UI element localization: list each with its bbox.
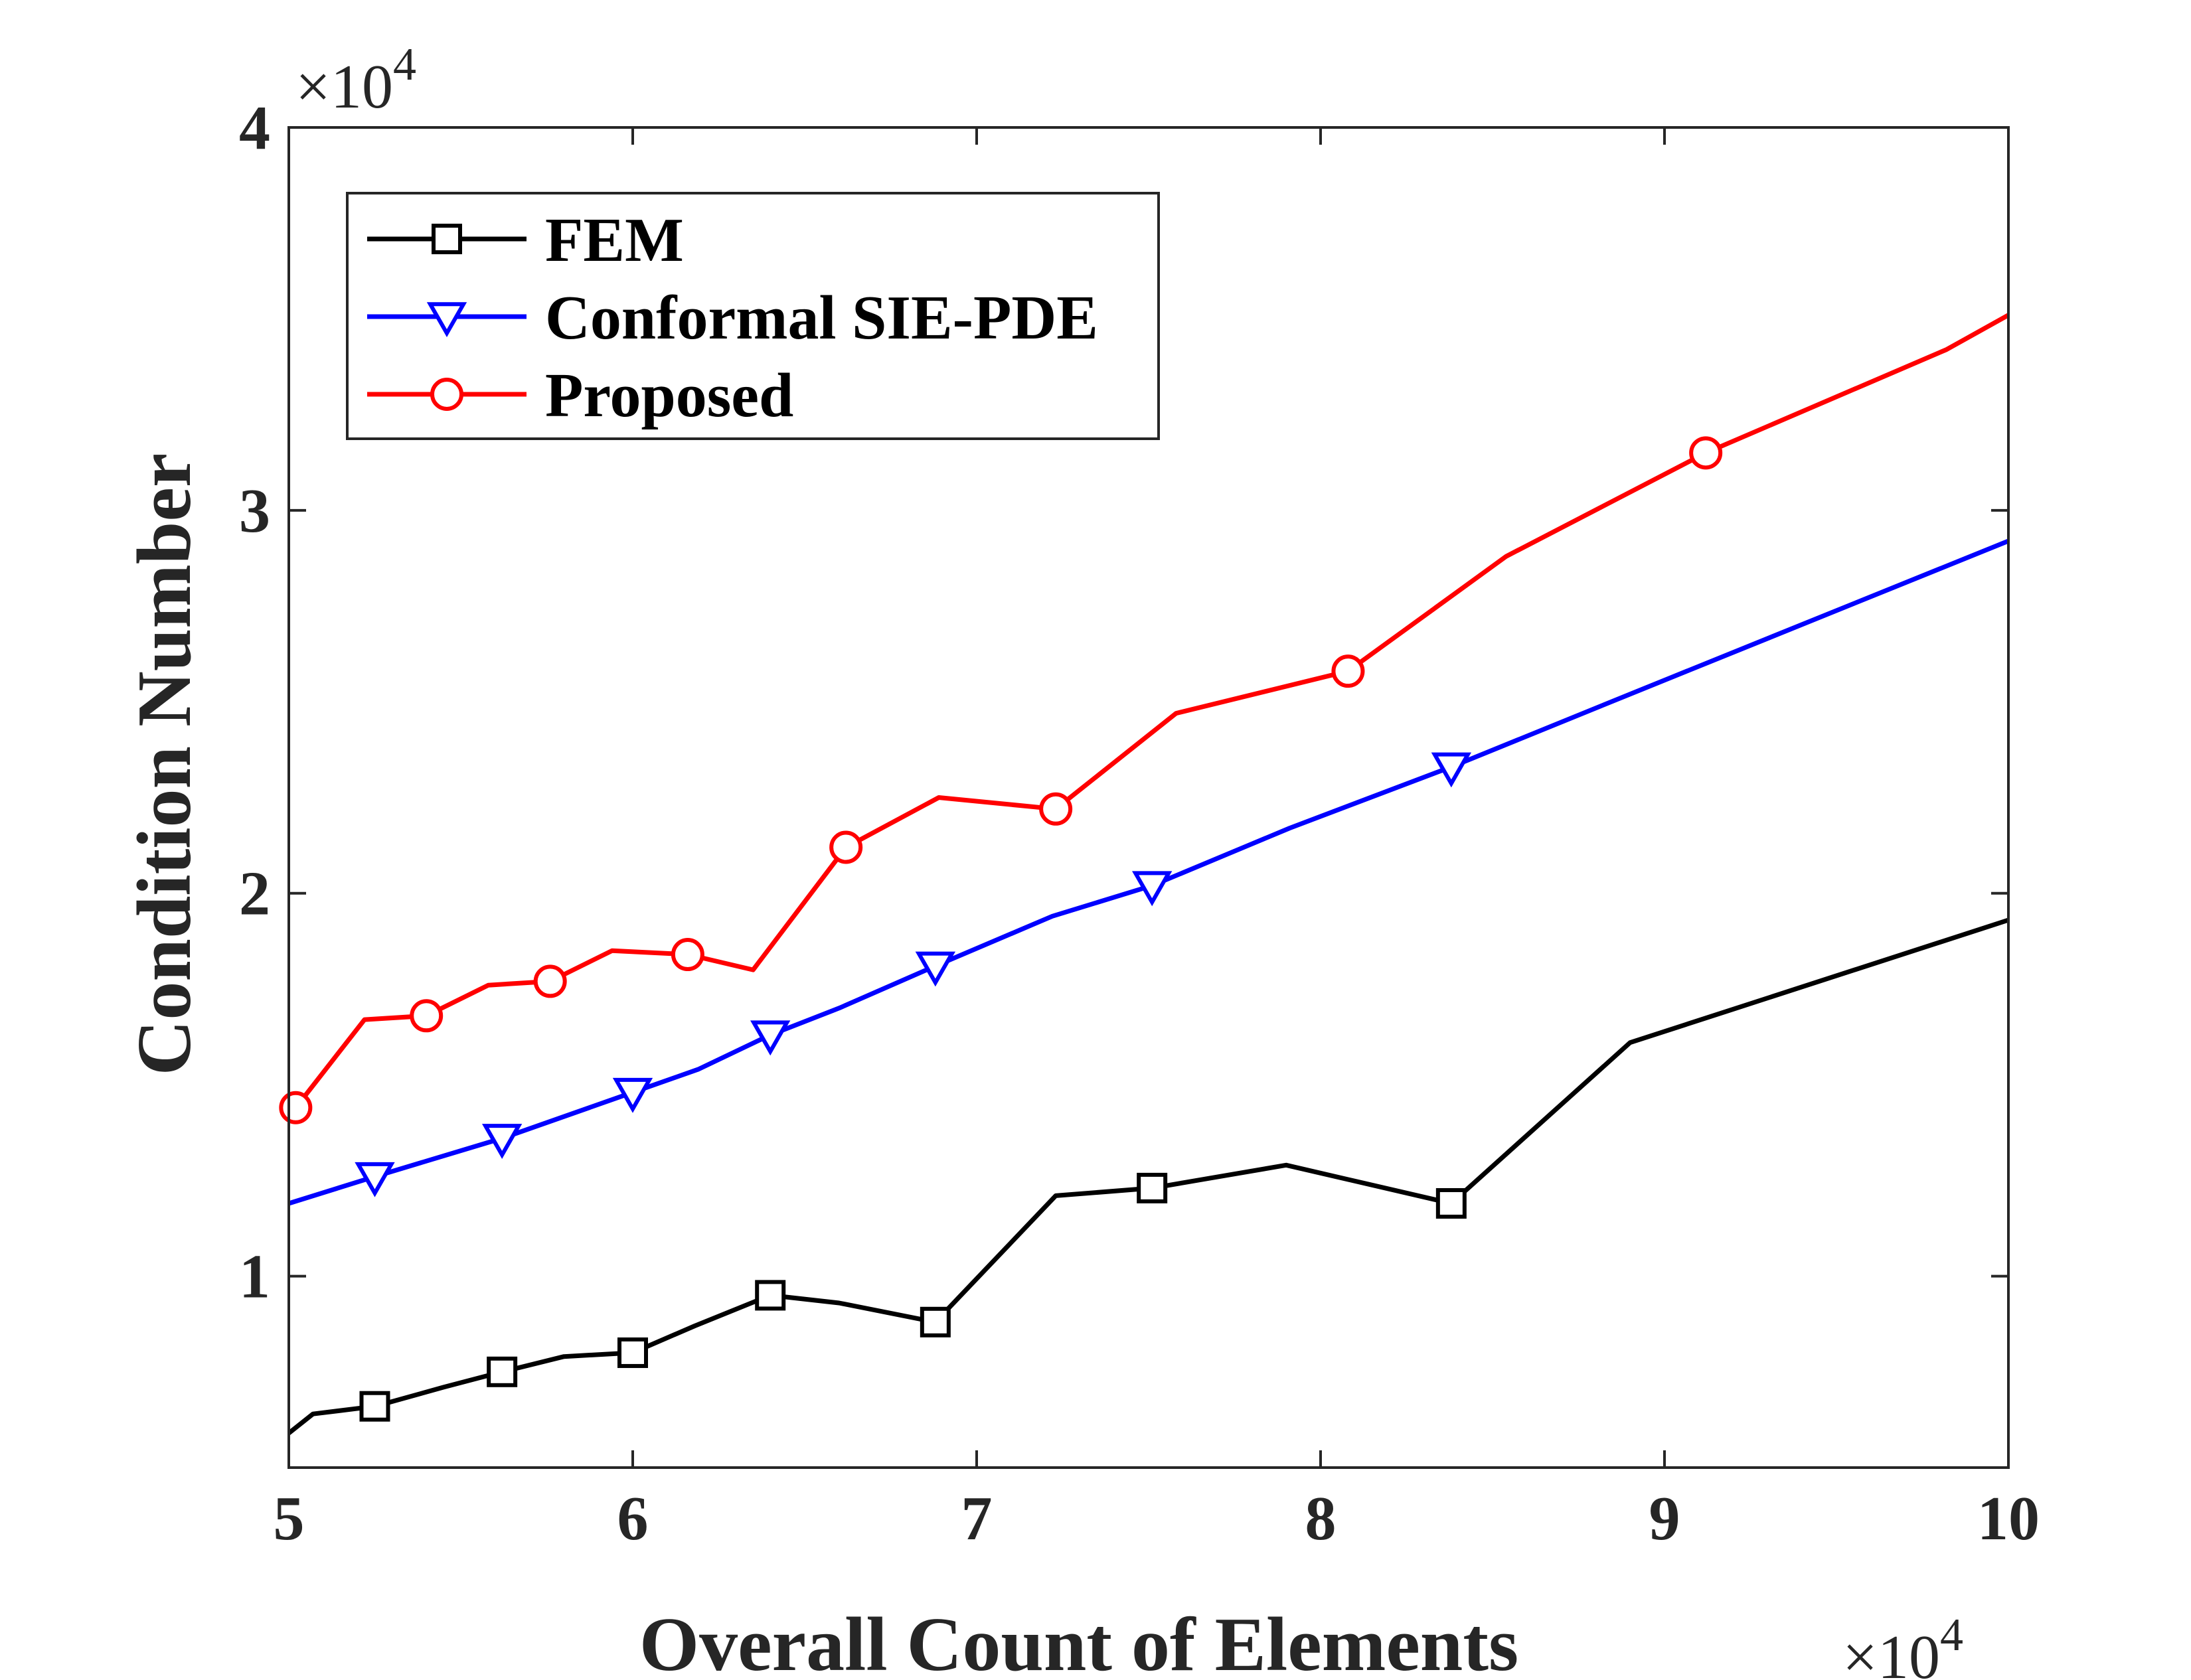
series-1-marker: [617, 1337, 648, 1368]
plot-series-group: [279, 313, 2010, 1435]
series-line-2: [287, 538, 2010, 1206]
legend-label: Conformal SIE-PDE: [545, 283, 1098, 352]
legend-label: FEM: [545, 206, 684, 275]
legend-box: [346, 192, 1160, 440]
series-2-marker: [915, 951, 956, 987]
x-tick-label: 10: [1977, 1484, 2040, 1553]
series-1-marker: [920, 1306, 951, 1337]
y-tick-label: 1: [239, 1243, 270, 1312]
series-1-marker: [487, 1356, 518, 1387]
series-3-marker: [279, 1091, 313, 1124]
series-1-marker: [359, 1391, 390, 1422]
series-1-marker: [1435, 1187, 1467, 1219]
series-1-marker: [755, 1280, 786, 1311]
x-tick-label: 7: [961, 1484, 993, 1553]
series-2-marker: [750, 1020, 791, 1056]
x-tick-label: 5: [274, 1484, 305, 1553]
series-1-marker: [1137, 1172, 1168, 1203]
series-3-marker: [533, 964, 567, 998]
x-exponent-label: ×104: [1842, 1610, 1963, 1680]
series-2-marker: [355, 1162, 395, 1197]
y-axis-label: Condition Number: [122, 453, 207, 1076]
series-2-marker: [1431, 752, 1472, 788]
y-tick-label: 2: [239, 860, 270, 929]
y-tick-label: 3: [239, 477, 270, 546]
legend-marker: [432, 224, 462, 254]
ticks-group: 5 6 7 8 9 10 1 2 3 4: [239, 94, 2040, 1553]
x-axis-label: Overall Count of Elements: [639, 1602, 1518, 1680]
x-tick-label: 6: [617, 1484, 649, 1553]
series-2-marker: [481, 1124, 523, 1159]
axes-box: [287, 126, 2010, 1469]
legend: FEM Conformal SIE-PDE Proposed: [346, 192, 1160, 440]
legend-marker: [430, 378, 463, 411]
series-2-marker: [1132, 871, 1173, 907]
series-3-marker: [1039, 792, 1073, 826]
x-tick-label: 9: [1649, 1484, 1680, 1553]
series-3-marker: [1689, 436, 1723, 470]
legend-label: Proposed: [545, 361, 793, 430]
series-3-marker: [671, 938, 704, 972]
series-3-marker: [829, 830, 863, 864]
series-3-marker: [1331, 654, 1365, 688]
legend-marker: [426, 302, 467, 338]
y-tick-label: 4: [239, 94, 270, 163]
series-2-marker: [612, 1077, 653, 1113]
x-tick-label: 8: [1305, 1484, 1337, 1553]
series-3-marker: [410, 999, 444, 1033]
legend-items: FEM Conformal SIE-PDE Proposed: [367, 206, 1098, 430]
y-exponent-label: ×104: [295, 39, 416, 121]
